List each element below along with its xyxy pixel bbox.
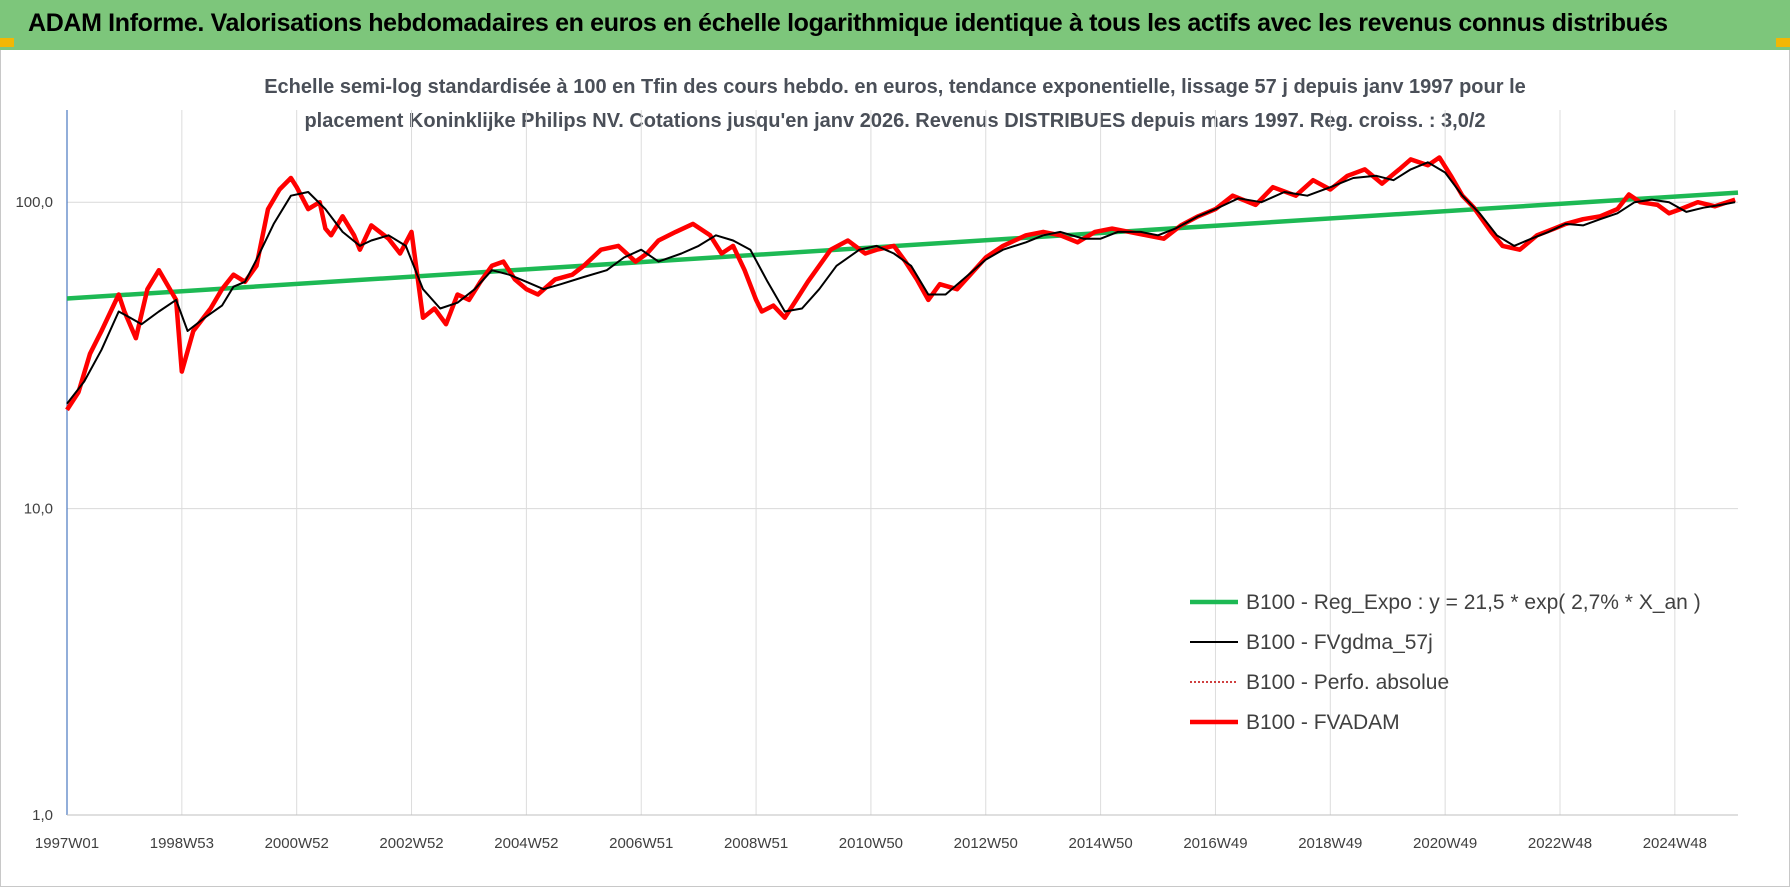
x-tick-label: 2020W49 xyxy=(1413,835,1477,852)
x-tick-label: 2022W48 xyxy=(1528,835,1592,852)
y-tick-labels: 100,0 10,0 1,0 xyxy=(15,194,53,824)
x-tick-label: 2010W50 xyxy=(839,835,903,852)
x-tick-label: 2004W52 xyxy=(494,835,558,852)
legend-label: B100 - Perfo. absolue xyxy=(1246,671,1449,694)
x-tick-label: 2006W51 xyxy=(609,835,673,852)
x-tick-labels: 1997W01 1998W53 2000W52 2002W52 2004W52 2006W… xyxy=(35,835,1707,852)
report-banner: ADAM Informe. Valorisations hebdomadaire… xyxy=(0,0,1790,50)
corner-marker-right xyxy=(1776,38,1790,47)
chart-title-line1: Echelle semi-log standardisée à 100 en T… xyxy=(264,76,1526,98)
corner-marker-left xyxy=(0,38,14,47)
x-tick-label: 2002W52 xyxy=(379,835,443,852)
chart-title-line2: placement Koninklijke Philips NV. Cotati… xyxy=(304,110,1486,132)
x-tick-label: 1998W53 xyxy=(150,835,214,852)
x-tick-label: 1997W01 xyxy=(35,835,99,852)
trend-line xyxy=(66,190,1739,301)
x-tick-label: 2014W50 xyxy=(1068,835,1132,852)
x-tick-label: 2000W52 xyxy=(265,835,329,852)
report-title: ADAM Informe. Valorisations hebdomadaire… xyxy=(28,9,1668,37)
series-lines xyxy=(65,155,1739,412)
x-tick-label: 2018W49 xyxy=(1298,835,1362,852)
axes xyxy=(66,110,1738,816)
y-tick-label: 100,0 xyxy=(15,194,53,211)
y-tick-label: 10,0 xyxy=(24,501,53,518)
x-tick-label: 2016W49 xyxy=(1183,835,1247,852)
legend-label: B100 - Reg_Expo : y = 21,5 * exp( 2,7% *… xyxy=(1246,591,1701,614)
legend-label: B100 - FVADAM xyxy=(1246,711,1400,734)
gridlines xyxy=(67,110,1738,815)
x-tick-label: 2012W50 xyxy=(954,835,1018,852)
legend: B100 - Reg_Expo : y = 21,5 * exp( 2,7% *… xyxy=(1190,591,1701,734)
fvadam-line xyxy=(65,155,1736,412)
y-tick-label: 1,0 xyxy=(32,807,53,824)
x-tick-label: 2024W48 xyxy=(1643,835,1707,852)
smoothed-line xyxy=(66,161,1736,405)
legend-label: B100 - FVgdma_57j xyxy=(1246,631,1433,654)
x-tick-label: 2008W51 xyxy=(724,835,788,852)
